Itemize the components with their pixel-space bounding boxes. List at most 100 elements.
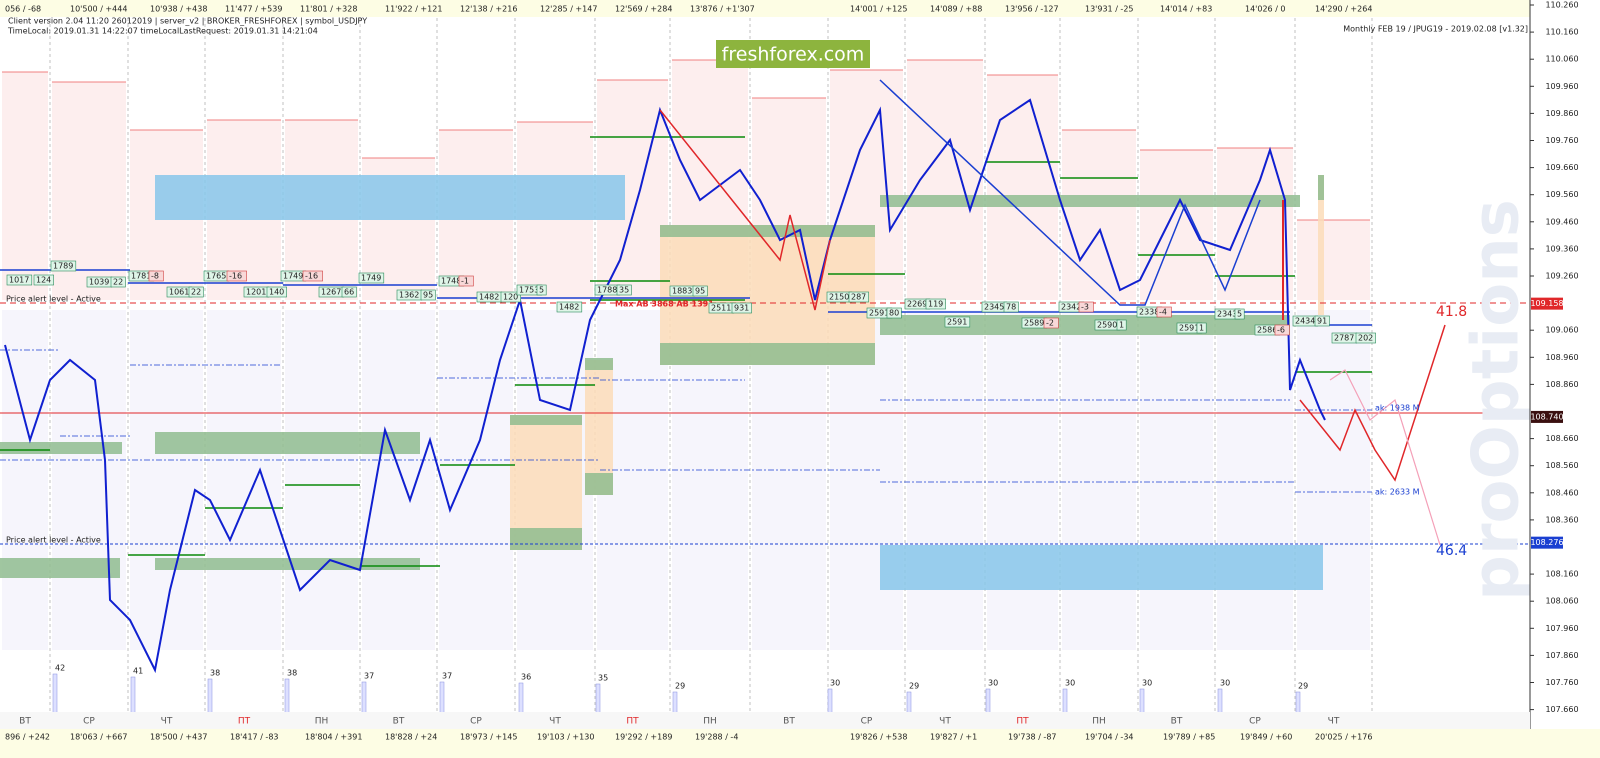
ak-lower: ak: 2633 M [1375,488,1420,497]
box-label-bg [1314,315,1330,327]
ak-upper: ak: 1938 M [1375,404,1420,413]
day-label: ВТ [19,717,31,727]
price-label: 108.960 [1545,353,1578,362]
box-label: 22 [113,278,123,287]
day-zone-lower [285,310,358,650]
box-label-bg [616,284,632,296]
box-label: 91 [1317,317,1327,326]
box-label-bg [848,291,869,303]
day-label: ПН [315,717,329,727]
zone [585,473,613,495]
top-bar-label: 13'876 / +1'307 [690,5,755,14]
volume-label: 30 [1220,679,1230,688]
price-label: 109.060 [1545,326,1578,335]
zone [660,225,875,237]
day-label: ЧТ [549,717,561,727]
zone [1318,175,1324,200]
price-label: 108.460 [1545,488,1578,497]
day-label: ЧТ [161,717,173,727]
day-zone-upper [987,75,1058,300]
box-label: 202 [1358,334,1373,343]
box-label: 2591 [947,318,967,327]
box-label: 1 [1199,324,1204,333]
top-bar [0,0,1530,17]
price-axis [1530,0,1600,758]
bottom-bar-label: 18'973 / +145 [460,733,517,742]
day-zone-lower [439,310,513,650]
box-label-bg [692,285,708,297]
box-label: 1039 [89,278,109,287]
bottom-bar [0,729,1600,758]
box-label-bg [50,260,77,272]
box-label: 120 [503,293,518,302]
day-zone-lower [130,310,203,650]
forecast [1329,369,1441,546]
day-zone-lower [2,310,48,650]
price-label: 110.260 [1545,1,1578,10]
box-label: 35 [619,286,629,295]
price-label: 109.560 [1545,190,1578,199]
price-label: 109.260 [1545,272,1578,281]
box-label-bg [420,289,436,301]
day-label: ПН [1092,717,1106,727]
zone [880,545,1323,590]
box-label: 1748 [441,277,461,286]
box-label: 22 [191,288,201,297]
day-zone-lower [1062,310,1136,650]
bottom-bar-label: 19'704 / -34 [1085,733,1134,742]
top-bar-label: 14'001 / +125 [850,5,907,14]
box-label: 119 [928,300,943,309]
box-label: 1883 [672,287,692,296]
box-label: -2 [1046,319,1054,328]
box-label: 1017 [9,276,29,285]
level-lower: 46.4 [1436,543,1467,559]
day-label: ЧТ [939,717,951,727]
box-label: 140 [269,288,284,297]
top-bar-label: 12'569 / +284 [615,5,672,14]
box-label-bg [6,274,33,286]
bottom-bar-label: 19'738 / -87 [1008,733,1057,742]
bottom-bar-label: 19'826 / +538 [850,733,907,742]
box-label: 80 [889,309,899,318]
box-label: 1781 [131,272,151,281]
day-bar [0,712,1530,729]
top-bar-label: 14'026 / 0 [1245,5,1286,14]
box-label-bg [110,276,126,288]
price-label: 107.960 [1545,624,1578,633]
box-label: 95 [423,291,433,300]
box-label: 1482 [559,303,579,312]
day-zone-lower [1140,310,1213,650]
day-label: ПН [703,717,717,727]
box-label-bg [1043,317,1059,329]
max-label: Max AB 3868 AB 1391 [615,300,714,309]
header-time: TimeLocal: 2019.01.31 14:22:07 timeLocal… [7,27,318,36]
price-marker-label: 108.740 [1530,412,1563,421]
day-zone-lower [830,310,903,650]
day-zone-upper [907,60,983,300]
level-upper: 41.8 [1436,304,1467,320]
box-label-bg [226,270,247,282]
top-bar-label: 14'014 / +83 [1160,5,1212,14]
box-label: 1789 [53,262,73,271]
bottom-bar-label: 18'417 / -83 [230,733,279,742]
price-label: 107.760 [1545,678,1578,687]
box-label: 2787 [1334,334,1354,343]
volume-label: 37 [364,672,374,681]
box-label: 2343 [1217,310,1237,319]
price-marker [1531,410,1563,423]
zone [510,528,582,550]
volume-label: 38 [210,669,220,678]
box-label-bg [944,316,971,328]
top-bar-label: 14'290 / +264 [1315,5,1372,14]
day-zone-lower [1297,310,1370,650]
box-label-bg [536,284,547,296]
box-label-bg [731,302,752,314]
top-bar-label: 13'956 / -127 [1005,5,1059,14]
box-label: -6 [1277,326,1285,335]
top-bar-label: 11'801 / +328 [300,5,357,14]
box-label: 1749 [283,272,303,281]
box-label: 124 [36,276,51,285]
price-marker-label: 108.276 [1530,538,1563,547]
volume-label: 35 [598,674,608,683]
box-label-bg [1234,308,1245,320]
